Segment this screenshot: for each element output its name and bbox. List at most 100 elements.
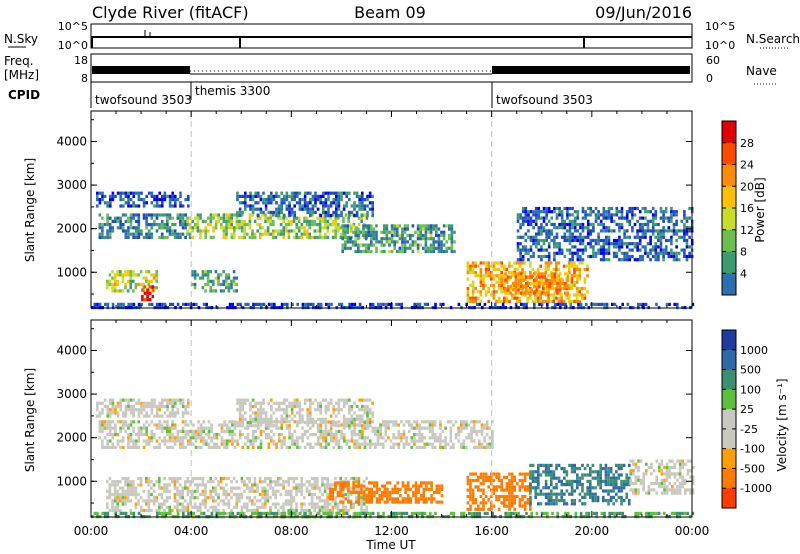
- data-cell: [253, 476, 257, 481]
- data-cell: [644, 251, 647, 255]
- data-cell: [471, 491, 475, 495]
- data-cell: [500, 482, 503, 486]
- data-cell: [659, 238, 663, 243]
- data-cell: [347, 489, 350, 493]
- data-cell: [523, 478, 527, 483]
- data-cell: [176, 302, 180, 306]
- data-cell: [654, 254, 658, 259]
- hotspot-cell: [538, 285, 541, 289]
- data-cell: [335, 420, 338, 425]
- data-cell: [341, 484, 345, 488]
- data-cell: [357, 476, 361, 481]
- data-cell: [560, 216, 564, 220]
- data-cell: [547, 274, 550, 278]
- data-cell: [145, 219, 148, 223]
- data-cell: [345, 194, 348, 198]
- data-cell: [261, 480, 264, 484]
- data-cell: [500, 277, 503, 281]
- data-cell: [484, 494, 488, 499]
- data-cell: [248, 235, 252, 239]
- data-cell: [342, 496, 345, 500]
- data-cell: [412, 494, 415, 498]
- data-cell: [173, 486, 177, 490]
- data-cell: [659, 251, 663, 255]
- data-cell: [335, 191, 338, 195]
- data-cell: [353, 429, 356, 433]
- data-cell: [602, 258, 606, 262]
- data-cell: [272, 442, 276, 446]
- data-cell: [411, 224, 415, 228]
- data-cell: [293, 439, 297, 443]
- data-cell: [111, 492, 114, 497]
- data-cell: [364, 243, 368, 247]
- data-cell: [272, 424, 276, 428]
- data-cell: [137, 401, 141, 405]
- data-cell: [150, 235, 154, 239]
- data-cell: [491, 429, 494, 433]
- data-cell: [108, 508, 112, 513]
- nave-label: Nave: [746, 64, 777, 78]
- data-cell: [547, 264, 550, 268]
- data-cell: [633, 235, 637, 239]
- data-cell: [581, 238, 585, 243]
- data-cell: [337, 429, 341, 433]
- data-cell: [383, 249, 386, 254]
- data-cell: [271, 492, 275, 497]
- data-cell: [618, 216, 621, 220]
- data-cell: [516, 213, 520, 217]
- data-cell: [334, 487, 337, 491]
- data-cell: [116, 414, 120, 418]
- data-cell: [654, 242, 658, 246]
- data-cell: [103, 423, 107, 427]
- data-cell: [519, 254, 522, 259]
- data-cell: [560, 299, 563, 303]
- data-cell: [602, 222, 606, 227]
- data-cell: [354, 249, 357, 254]
- data-cell: [244, 426, 247, 430]
- data-cell: [108, 216, 112, 220]
- data-cell: [457, 426, 460, 430]
- data-cell: [675, 251, 678, 255]
- data-cell: [625, 258, 629, 262]
- data-cell: [581, 251, 585, 255]
- data-cell: [228, 429, 232, 433]
- data-cell: [646, 219, 650, 223]
- data-cell: [290, 219, 293, 223]
- data-cell: [344, 492, 348, 497]
- data-cell: [277, 433, 281, 437]
- data-cell: [163, 420, 167, 424]
- data-cell: [363, 207, 367, 211]
- data-cell: [256, 483, 259, 487]
- data-cell: [429, 237, 433, 241]
- data-cell: [168, 232, 172, 236]
- data-cell: [620, 213, 624, 217]
- hotspot-cell: [514, 272, 518, 276]
- data-cell: [654, 229, 658, 233]
- data-cell: [160, 486, 164, 490]
- data-cell: [153, 204, 156, 208]
- data-cell: [638, 229, 642, 233]
- data-cell: [469, 299, 472, 303]
- data-cell: [368, 417, 372, 421]
- data-cell: [482, 488, 485, 492]
- data-cell: [181, 442, 185, 446]
- data-cell: [510, 504, 514, 508]
- data-cell: [396, 487, 400, 491]
- data-cell: [135, 401, 138, 405]
- data-cell: [132, 483, 135, 487]
- data-cell: [414, 243, 417, 247]
- data-cell: [425, 487, 428, 491]
- data-cell: [539, 296, 542, 300]
- data-cell: [361, 408, 364, 412]
- data-cell: [223, 429, 226, 433]
- data-cell: [316, 408, 320, 412]
- data-cell: [285, 207, 289, 211]
- data-cell: [390, 240, 394, 244]
- data-cell: [132, 226, 135, 230]
- data-cell: [555, 245, 559, 249]
- data-cell: [174, 194, 177, 198]
- data-cell: [309, 191, 312, 195]
- data-cell: [350, 229, 353, 233]
- data-cell: [176, 508, 179, 513]
- data-cell: [214, 499, 218, 503]
